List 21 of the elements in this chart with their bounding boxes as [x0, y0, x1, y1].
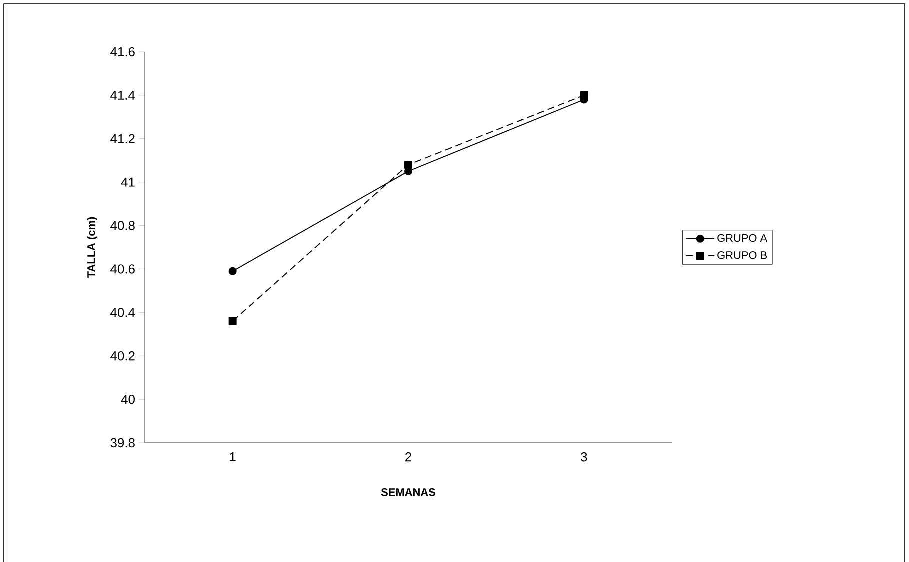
y-tick-label: 39.8: [110, 438, 135, 448]
y-tick-label: 41.2: [110, 134, 135, 144]
x-tick-label: 3: [581, 452, 588, 462]
y-tick-label: 41.4: [110, 90, 136, 100]
y-tick-label: 40.6: [110, 264, 135, 274]
y-tick-label: 40.4: [110, 308, 136, 318]
legend-label: GRUPO A: [718, 234, 768, 242]
x-tick-label: 2: [406, 452, 412, 462]
point: [228, 267, 237, 276]
y-tick-label: 41: [121, 178, 135, 187]
x-tick-label: 1: [230, 452, 236, 462]
y-tick-label: 40.2: [110, 352, 135, 361]
x-axis-title: SEMANAS: [381, 488, 436, 496]
y-tick-label: 40.8: [110, 221, 135, 230]
y-axis-title: TALLA (cm): [87, 217, 98, 278]
point: [228, 317, 237, 326]
point: [404, 160, 413, 169]
legend-label: GRUPO B: [718, 252, 768, 260]
y-tick-label: 41.6: [110, 47, 135, 57]
y-tick-label: 40: [121, 394, 135, 404]
point: [580, 91, 588, 100]
